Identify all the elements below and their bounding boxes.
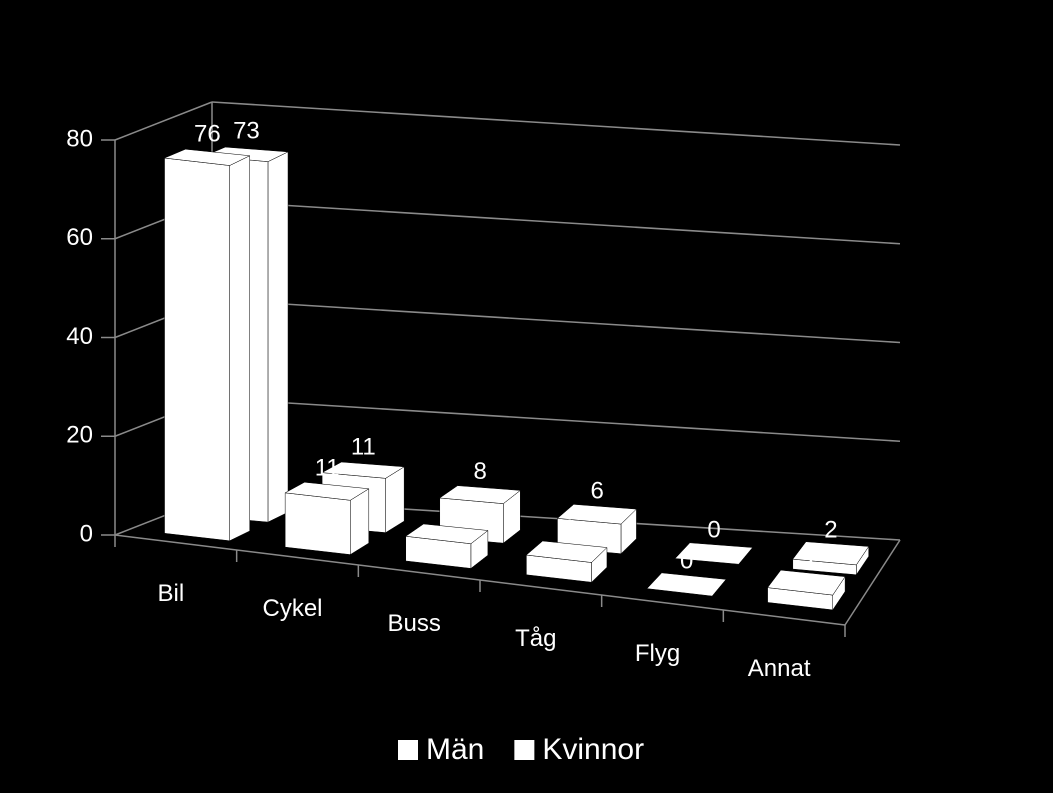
legend-swatch: [514, 740, 535, 760]
bar: [525, 540, 608, 583]
bar-side: [229, 155, 250, 542]
bar-top: [284, 481, 370, 501]
floor-right-edge: [844, 539, 901, 626]
bar-side: [267, 151, 289, 523]
y-tick-label: 60: [66, 224, 93, 251]
data-label: 6: [590, 477, 603, 504]
grid-line: [211, 298, 901, 344]
y-tick-label: 40: [66, 323, 93, 350]
x-tick-label: Bil: [157, 580, 184, 607]
y-tick-label: 20: [66, 422, 93, 449]
x-tick-label: Cykel: [262, 595, 322, 622]
data-label: 8: [474, 458, 487, 485]
data-label: 2: [824, 516, 837, 543]
legend-swatch: [398, 740, 418, 760]
x-tick-label: Annat: [748, 655, 811, 682]
bar-front: [284, 492, 351, 555]
bar: [646, 572, 727, 597]
bar: [284, 481, 370, 556]
bar-top: [646, 572, 727, 597]
bar: [767, 569, 846, 611]
bar: [792, 541, 870, 576]
bar-top: [556, 504, 638, 525]
data-label: 76: [194, 120, 221, 147]
grid-line: [211, 397, 901, 442]
y-tick-label: 80: [66, 125, 93, 152]
y-tick-label: 0: [80, 520, 93, 547]
grid-line: [211, 200, 901, 245]
data-label: 5: [440, 497, 453, 524]
bar: [405, 523, 489, 569]
data-label: 73: [233, 117, 260, 144]
data-label: 3: [800, 546, 813, 573]
legend-label: Kvinnor: [542, 733, 644, 766]
bar-top: [525, 540, 608, 563]
bar-front: [164, 157, 230, 542]
x-tick-label: Tåg: [515, 625, 556, 652]
data-label: 11: [351, 433, 376, 460]
bar-top: [321, 461, 405, 479]
grid-line: [211, 101, 901, 146]
data-label: 0: [707, 517, 720, 544]
bar-top: [674, 542, 754, 565]
legend-label: Män: [426, 733, 484, 766]
x-tick-label: Flyg: [635, 640, 680, 667]
grid-line: [114, 101, 213, 141]
bar-top: [405, 523, 489, 544]
legend: Män Kvinnor: [398, 733, 644, 766]
bar: [163, 148, 251, 542]
bar-top: [767, 569, 846, 596]
data-label: 4: [560, 515, 573, 542]
data-label: 11: [315, 454, 340, 481]
bar-top: [163, 148, 251, 166]
bar: [674, 542, 754, 565]
data-label: 0: [680, 548, 693, 575]
bar-top: [792, 541, 870, 566]
x-tick-label: Buss: [387, 610, 440, 637]
bar-top: [439, 485, 521, 504]
